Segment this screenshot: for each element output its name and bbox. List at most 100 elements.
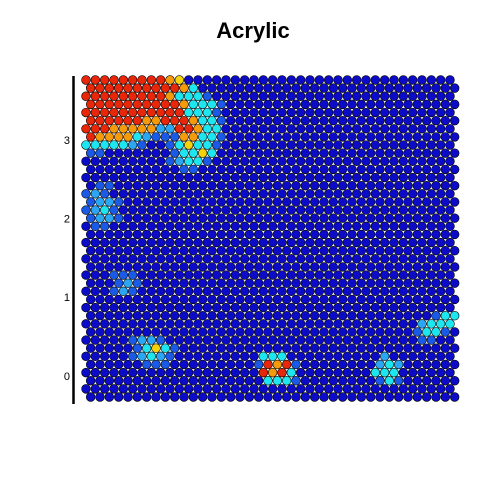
hex-cell <box>225 197 236 207</box>
hex-cell <box>211 270 222 280</box>
hex-cell <box>244 213 255 223</box>
hex-cell <box>435 189 446 199</box>
hex-cell <box>127 270 138 280</box>
hex-cell <box>174 156 185 166</box>
hex-cell <box>207 115 217 126</box>
hex-cell <box>141 83 152 93</box>
hex-cell <box>314 172 325 183</box>
hex-cell <box>197 262 208 272</box>
hex-cell <box>291 278 301 288</box>
hex-cell <box>99 319 110 329</box>
hex-cell <box>183 384 194 394</box>
hex-cell <box>146 302 157 313</box>
hex-cell <box>169 245 180 256</box>
hex-cell <box>393 343 404 353</box>
hex-cell <box>221 107 231 118</box>
hex-cell <box>253 197 264 207</box>
hex-cell <box>211 205 222 215</box>
hex-cell <box>151 327 161 337</box>
hex-cell <box>174 270 185 280</box>
chart-title: Acrylic <box>216 18 289 43</box>
hex-cell <box>417 335 427 345</box>
hex-cell <box>249 254 259 264</box>
hex-cell <box>440 392 451 402</box>
hex-cell <box>337 278 348 288</box>
hex-cell <box>81 75 91 85</box>
hex-cell <box>398 302 409 313</box>
hex-cell <box>403 197 413 207</box>
hex-cell <box>412 83 423 93</box>
hex-cell <box>99 189 110 199</box>
hex-cell <box>379 351 390 362</box>
hex-cell <box>249 124 259 134</box>
hex-cell <box>151 392 161 402</box>
hex-cell <box>314 189 325 199</box>
hex-cell <box>342 286 353 297</box>
hex-cell <box>417 205 427 215</box>
hex-cell <box>431 164 441 175</box>
hex-cell <box>431 294 441 305</box>
hex-cell <box>193 254 203 264</box>
hex-cell <box>188 180 199 191</box>
hex-cell <box>230 384 241 394</box>
hex-cell <box>323 156 334 166</box>
hex-cell <box>417 107 427 118</box>
hex-cell <box>160 294 171 305</box>
hex-cell <box>347 359 357 370</box>
hex-cell <box>286 270 297 280</box>
hex-cell <box>95 213 105 223</box>
hex-cell <box>431 213 441 223</box>
hex-cell <box>249 335 259 345</box>
hex-cell <box>305 156 315 166</box>
hex-cell <box>384 294 395 305</box>
hex-cell <box>118 254 129 264</box>
hex-cell <box>221 91 231 101</box>
hex-cell <box>207 83 217 93</box>
hex-cell <box>85 245 96 256</box>
hex-cell <box>127 75 138 85</box>
hex-cell <box>197 392 208 402</box>
hex-cell <box>286 384 297 394</box>
hex-cell <box>183 91 194 101</box>
hex-cell <box>445 270 455 280</box>
hex-cell <box>449 376 460 386</box>
hex-cell <box>165 351 175 362</box>
hex-cell <box>109 237 119 248</box>
hex-cell <box>384 245 395 256</box>
hex-cell <box>431 83 441 93</box>
hex-cell <box>403 376 413 386</box>
hex-cell <box>384 164 395 175</box>
hex-cell <box>412 245 423 256</box>
hex-cell <box>445 189 455 199</box>
hex-cell <box>314 286 325 297</box>
hex-cell <box>197 311 208 321</box>
hex-cell <box>361 221 371 232</box>
hex-cell <box>151 180 161 191</box>
hex-cell <box>389 124 399 134</box>
hex-cell <box>351 75 362 85</box>
hex-cell <box>104 376 115 386</box>
hex-cell <box>155 124 166 134</box>
hex-cell <box>207 148 217 158</box>
hex-cell <box>90 270 101 280</box>
hex-cell <box>123 294 133 305</box>
hex-cell <box>351 91 362 101</box>
hex-cell <box>291 245 301 256</box>
hex-cell <box>137 172 147 183</box>
hex-cell <box>179 392 189 402</box>
hex-cell <box>174 124 185 134</box>
hex-cell <box>393 392 404 402</box>
hex-cell <box>155 351 166 362</box>
hex-cell <box>449 83 460 93</box>
hex-cell <box>230 319 241 329</box>
hex-cell <box>361 189 371 199</box>
hex-cell <box>123 115 133 126</box>
hex-cell <box>202 156 213 166</box>
hex-cell <box>333 75 343 85</box>
hex-cell <box>305 286 315 297</box>
hex-cell <box>267 237 278 248</box>
hex-cell <box>426 140 437 150</box>
hex-cell <box>351 205 362 215</box>
hex-cell <box>95 343 105 353</box>
hex-cell <box>183 335 194 345</box>
